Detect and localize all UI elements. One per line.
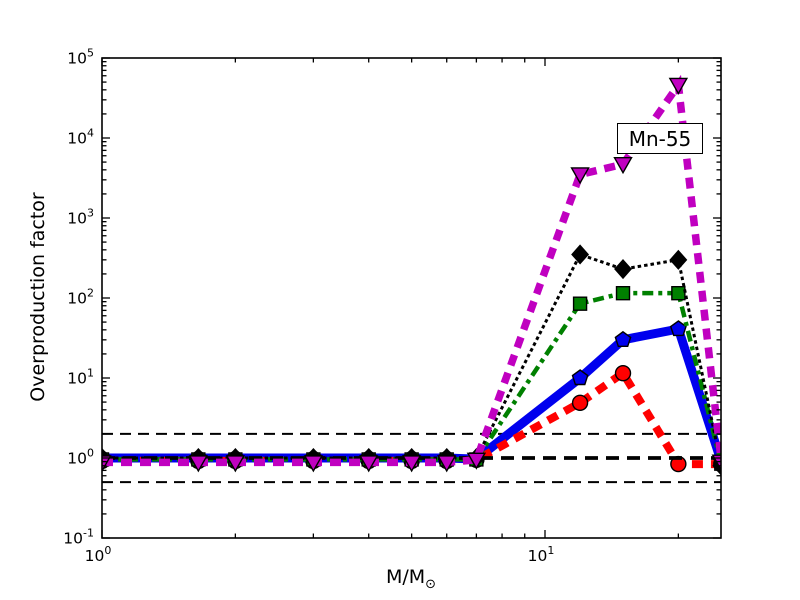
diamond-marker [669,249,688,270]
triangle-down-marker [401,455,422,473]
triangle-down-marker [711,454,721,472]
triangle-down-marker [668,77,689,95]
x-axis-label: M/M⊙ [386,566,436,592]
triangle-down-marker [225,455,246,473]
circle-marker [614,365,632,382]
y-axis-label: Overproduction factor [27,192,49,402]
y-tick-label: 10-1 [63,527,94,548]
plot-content [102,74,721,484]
square-marker [572,296,588,311]
black-dotted-diamonds-line [102,252,721,467]
x-tick-label: 101 [528,544,555,565]
triangle-down-marker [466,452,487,470]
series-magenta-dashed-triangles [102,74,721,473]
y-tick-label: 104 [67,127,94,148]
triangle-down-marker [303,455,324,473]
pentagon-marker [571,369,589,386]
triangle-down-marker [102,455,112,473]
diamond-marker [614,259,632,280]
solar-mass-symbol: ⊙ [425,577,437,592]
y-tick-label: 100 [67,447,94,468]
y-tick-label: 105 [67,47,94,68]
y-tick-label: 103 [67,207,94,228]
y-tick-label: 101 [67,367,94,388]
magenta-dashed-triangles-line [102,74,721,467]
pentagon-marker [614,330,632,347]
axis-ticks [101,57,721,539]
x-axis-label-main: M/M [385,566,426,588]
isotope-label-box: Mn-55 [617,123,703,154]
y-tick-label: 102 [67,287,94,308]
triangle-down-marker [359,455,379,473]
square-marker [615,285,631,301]
triangle-down-marker [437,455,457,473]
triangle-down-marker [613,157,633,175]
x-tick-label: 100 [85,544,112,565]
diamond-marker [571,244,590,265]
isotope-label: Mn-55 [628,126,692,151]
triangle-down-marker [570,167,590,185]
circle-marker [571,394,589,411]
square-marker [671,285,686,301]
triangle-down-marker [188,455,209,473]
